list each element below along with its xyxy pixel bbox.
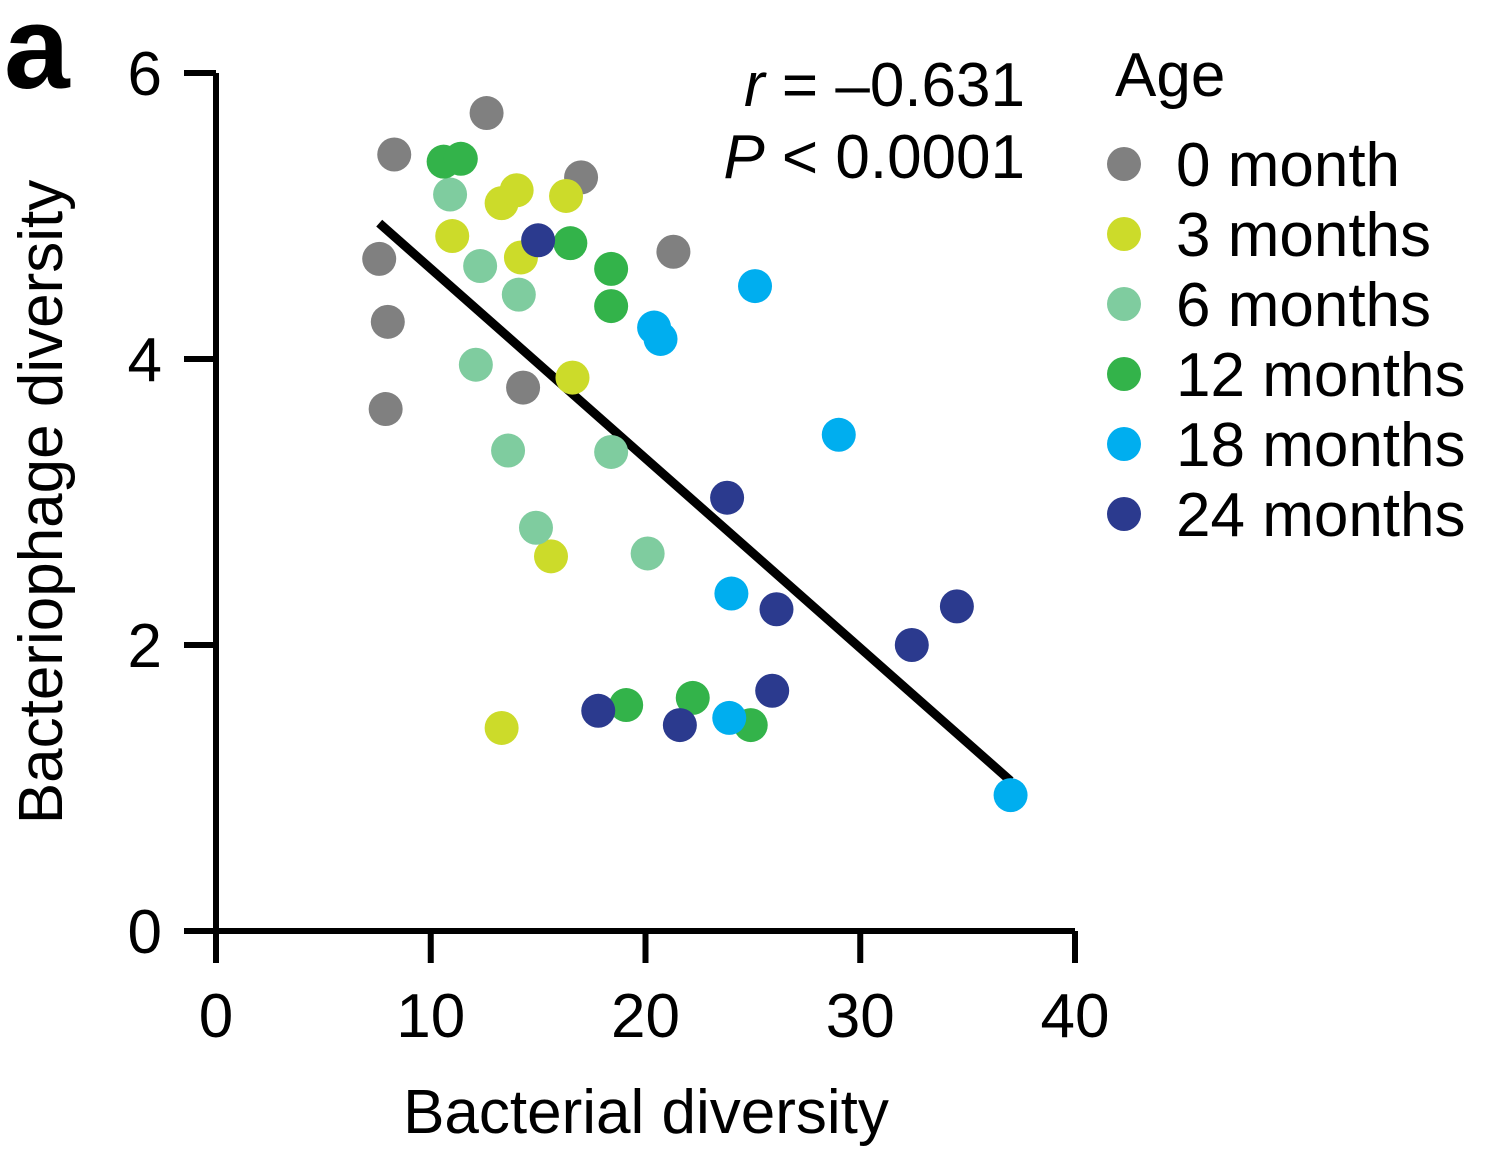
point-12-months: [594, 251, 629, 286]
legend-marker-18-months: [1107, 427, 1141, 461]
point-24-months: [662, 708, 697, 743]
point-0-month: [506, 370, 541, 405]
r-annotation: r = –0.631: [744, 51, 1025, 120]
legend-label-18-months: 18 months: [1176, 411, 1466, 480]
point-24-months: [581, 693, 616, 728]
point-18-months: [714, 576, 749, 611]
point-6-months: [458, 347, 493, 382]
data-points: [362, 96, 1028, 813]
y-tick-label: 6: [128, 40, 162, 109]
panel-label: a: [4, 0, 71, 114]
point-3-months: [435, 219, 470, 254]
p-symbol: P: [723, 123, 764, 192]
legend-marker-12-months: [1107, 357, 1141, 391]
point-18-months: [643, 321, 678, 356]
regression-line: [376, 219, 1014, 785]
point-18-months: [738, 269, 773, 304]
point-6-months: [630, 536, 665, 571]
point-0-month: [656, 234, 691, 269]
p-annotation: P < 0.0001: [723, 123, 1025, 192]
point-24-months: [939, 589, 974, 624]
legend-marker-0-month: [1107, 147, 1141, 181]
x-tick-label: 20: [611, 982, 680, 1051]
point-6-months: [491, 433, 526, 468]
legend-label-24-months: 24 months: [1176, 481, 1466, 550]
point-3-months: [549, 178, 584, 213]
point-24-months: [755, 673, 790, 708]
point-6-months: [518, 510, 553, 545]
axes: [213, 73, 1075, 934]
x-tick-label: 30: [826, 982, 895, 1051]
p-value: < 0.0001: [765, 123, 1025, 192]
point-0-month: [368, 392, 403, 427]
x-tick-label: 10: [396, 982, 465, 1051]
y-tick-label: 4: [128, 326, 162, 395]
y-tick-label: 0: [128, 898, 162, 967]
y-tick-label: 2: [128, 612, 162, 681]
point-0-month: [362, 241, 397, 276]
r-symbol: r: [744, 51, 767, 120]
point-12-months: [443, 141, 478, 176]
point-6-months: [433, 177, 468, 212]
point-24-months: [759, 592, 794, 627]
x-axis-title: Bacterial diversity: [403, 1078, 889, 1147]
point-18-months: [712, 700, 747, 735]
point-0-month: [377, 137, 412, 172]
legend-label-3-months: 3 months: [1176, 201, 1431, 270]
point-18-months: [993, 778, 1028, 813]
point-12-months: [553, 226, 588, 261]
point-3-months: [499, 173, 534, 208]
point-24-months: [710, 480, 745, 515]
y-axis-title: Bacteriophage diversity: [7, 180, 76, 824]
legend-title: Age: [1115, 41, 1225, 110]
point-12-months: [609, 688, 644, 723]
legend-label-6-months: 6 months: [1176, 271, 1431, 340]
legend-label-12-months: 12 months: [1176, 341, 1466, 410]
r-value: = –0.631: [765, 51, 1025, 120]
point-24-months: [894, 628, 929, 662]
point-0-month: [469, 96, 504, 131]
point-6-months: [463, 249, 498, 284]
point-0-month: [370, 304, 405, 339]
point-18-months: [821, 417, 856, 452]
ticks: 0 10 20 30 40 0 2 4 6: [128, 40, 1110, 1051]
point-6-months: [501, 277, 536, 312]
legend-label-0-month: 0 month: [1176, 131, 1400, 200]
point-12-months: [675, 680, 710, 715]
legend-marker-3-months: [1107, 217, 1141, 251]
point-12-months: [594, 289, 629, 324]
legend-marker-24-months: [1107, 497, 1141, 531]
point-6-months: [594, 434, 629, 469]
point-3-months: [555, 360, 590, 395]
legend-marker-6-months: [1107, 287, 1141, 321]
regression-group: [376, 219, 1014, 785]
point-24-months: [521, 223, 556, 258]
x-tick-label: 40: [1041, 982, 1110, 1051]
point-3-months: [534, 539, 569, 574]
point-3-months: [484, 710, 519, 745]
x-tick-label: 0: [199, 982, 233, 1051]
